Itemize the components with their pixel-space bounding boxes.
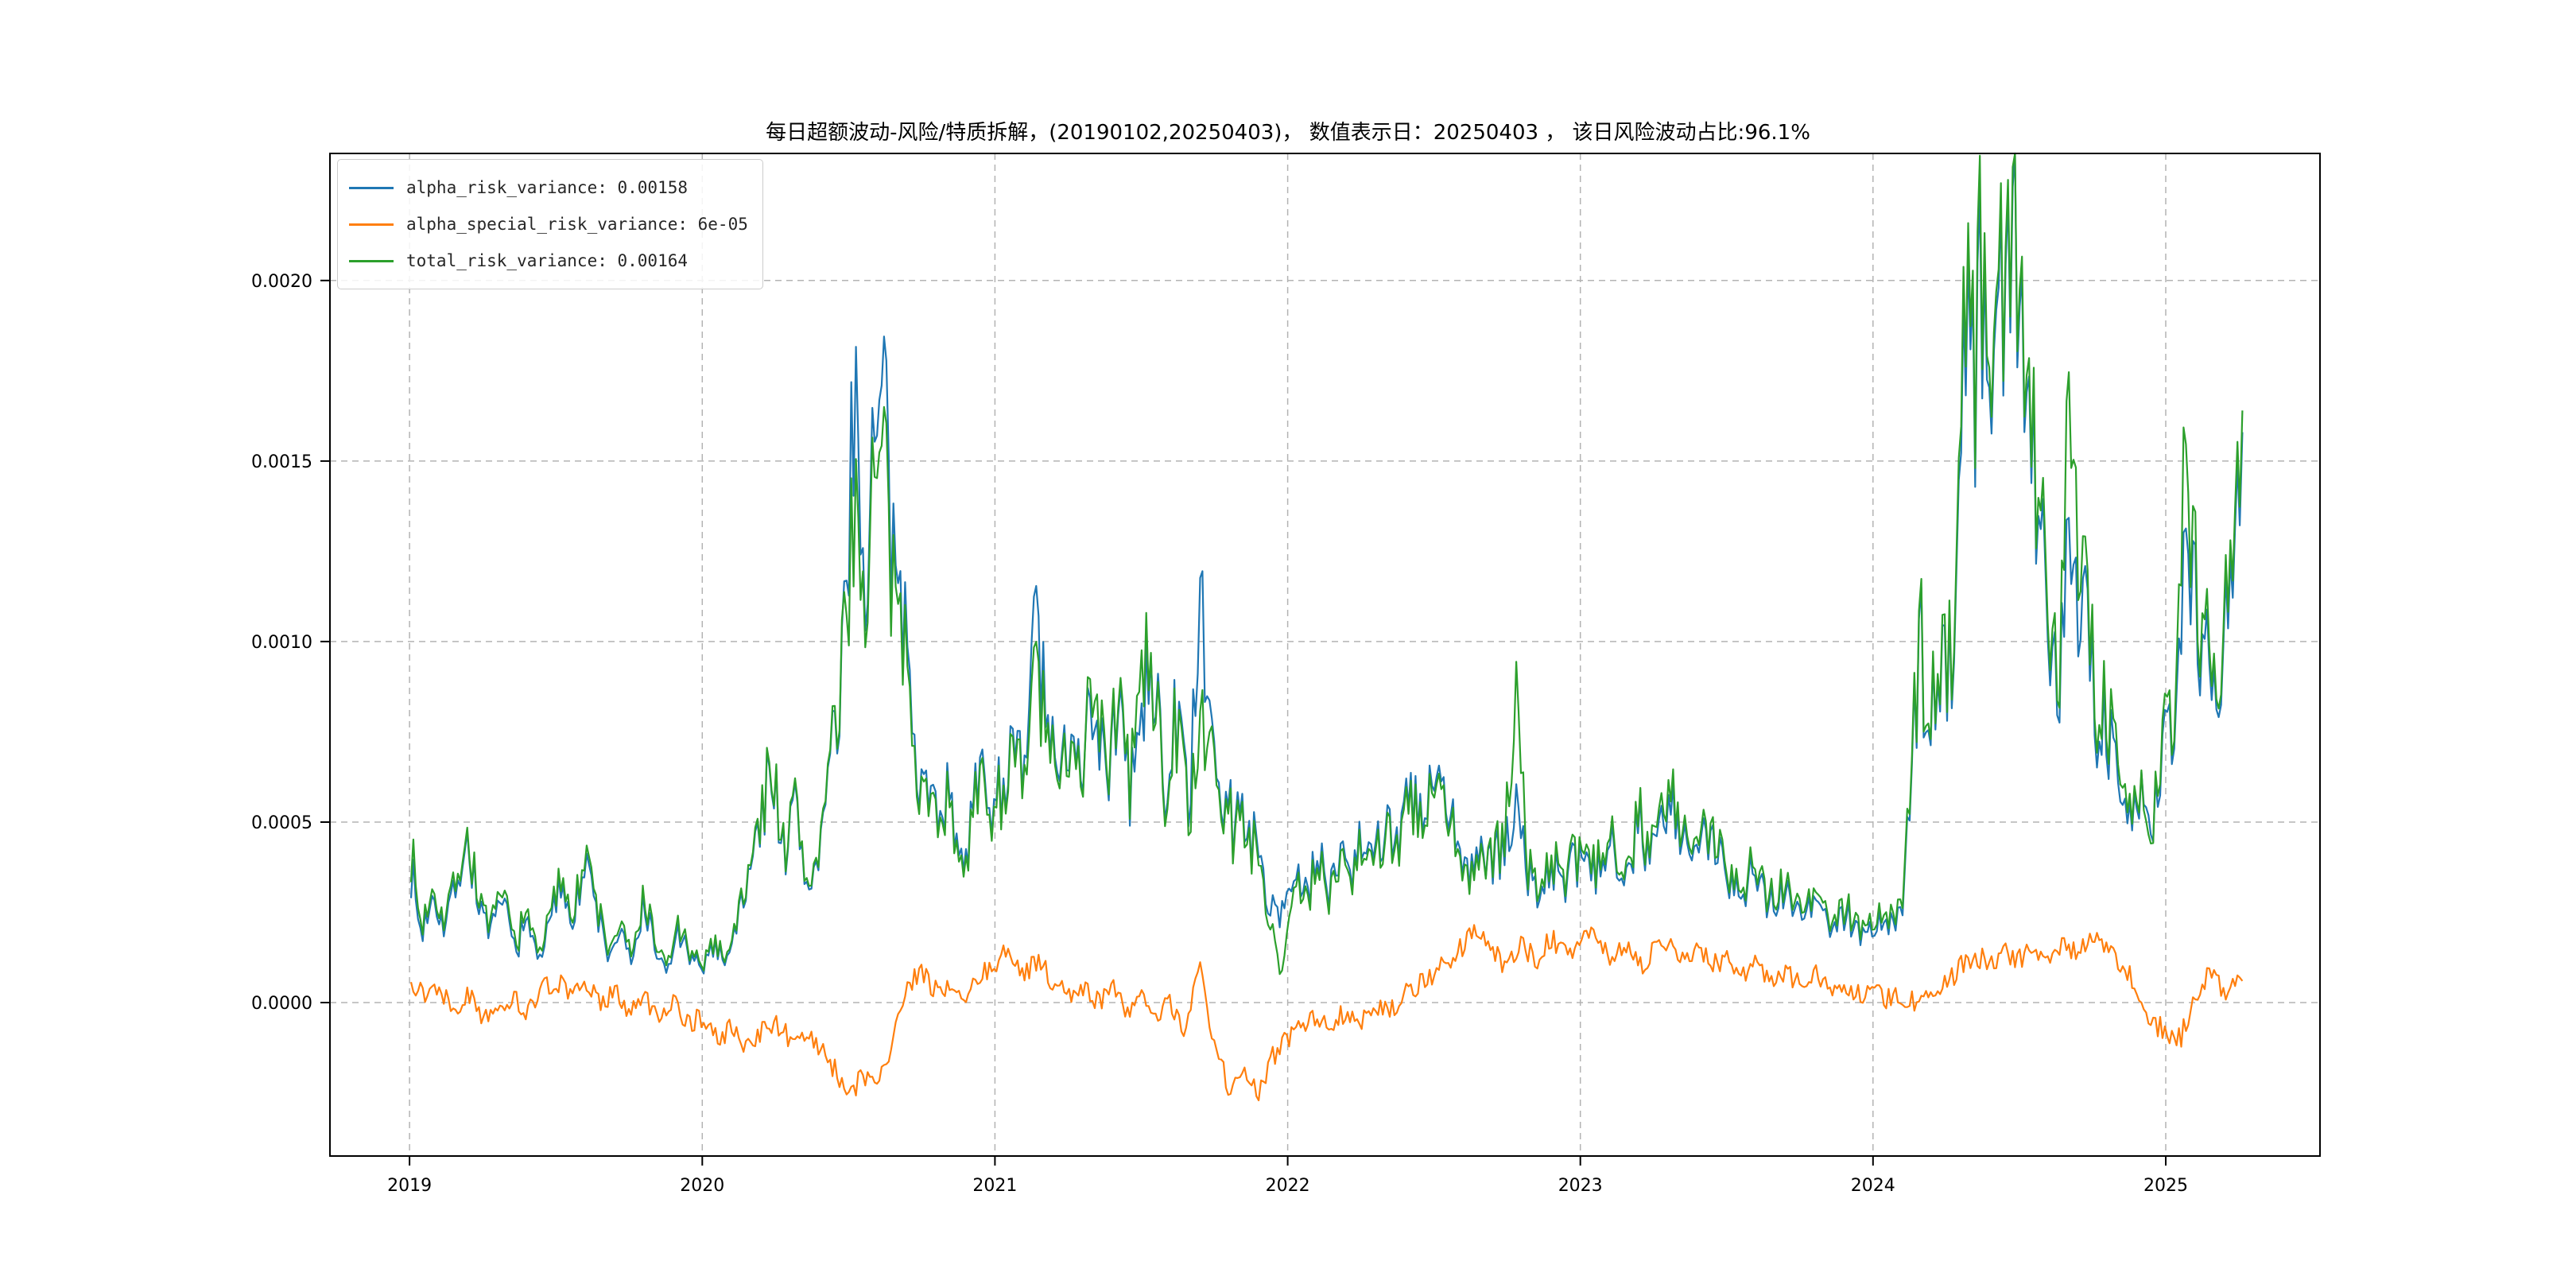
x-tick-label: 2020	[680, 1176, 724, 1196]
series-line-alpha_special_risk_variance	[409, 924, 2244, 1102]
legend-item: total_risk_variance: 0.00164	[349, 242, 748, 279]
plot-border	[329, 153, 2321, 1157]
legend-item: alpha_special_risk_variance: 6e-05	[349, 206, 748, 242]
axis-ticks-and-labels: 2019 2020 2021 2022 2023 2024 2025 0.0000 0.0005…	[251, 272, 2188, 1196]
legend-label: total_risk_variance: 0.00164	[406, 251, 689, 270]
x-tick-label: 2023	[1558, 1176, 1603, 1196]
y-tick-label: 0.0010	[251, 633, 312, 653]
legend-item: alpha_risk_variance: 0.00158	[349, 169, 748, 206]
legend-label: alpha_special_risk_variance: 6e-05	[406, 215, 748, 234]
legend: alpha_risk_variance: 0.00158 alpha_speci…	[337, 159, 763, 289]
chart-title: 每日超额波动-风险/特质拆解，(20190102,20250403)， 数值表示…	[766, 121, 1810, 145]
y-tick-label: 0.0020	[251, 272, 312, 292]
x-tick-label: 2019	[387, 1176, 432, 1196]
y-tick-label: 0.0015	[251, 452, 312, 472]
y-tick-label: 0.0005	[251, 813, 312, 833]
legend-label: alpha_risk_variance: 0.00158	[406, 178, 689, 197]
series-line-total_risk_variance	[409, 152, 2244, 976]
grid	[330, 153, 2320, 1156]
legend-swatch-alpha-risk-variance	[349, 186, 394, 189]
legend-swatch-alpha-special-risk-variance	[349, 223, 394, 226]
x-tick-label: 2021	[972, 1176, 1017, 1196]
x-tick-label: 2024	[1851, 1176, 1895, 1196]
series-lines	[409, 152, 2244, 1102]
legend-swatch-total-risk-variance	[349, 259, 394, 262]
x-tick-label: 2022	[1266, 1176, 1310, 1196]
y-tick-label: 0.0000	[251, 994, 312, 1014]
x-tick-label: 2025	[2143, 1176, 2188, 1196]
